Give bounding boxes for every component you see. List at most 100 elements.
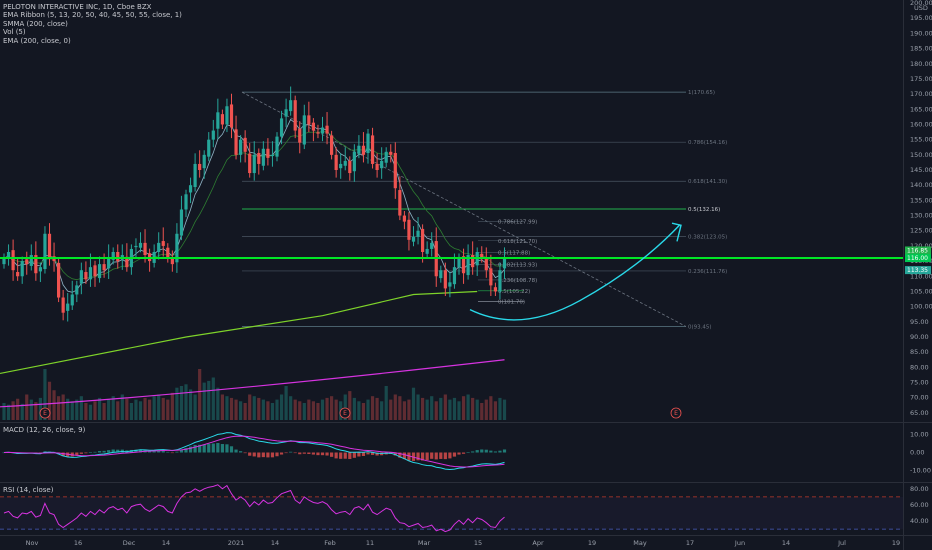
candle-body xyxy=(43,233,47,269)
macd-histogram-bar xyxy=(352,452,356,458)
candle-body xyxy=(416,230,420,237)
volume-bar xyxy=(243,403,247,420)
volume-bar xyxy=(66,398,70,420)
macd-histogram-bar xyxy=(252,452,256,457)
candle-body xyxy=(125,256,129,268)
fib-trend-line xyxy=(241,91,687,327)
macd-pane: 10.00 0.00 -10.00 xyxy=(2,431,931,474)
volume-bar xyxy=(261,399,265,420)
indicator-volume[interactable]: Vol (5) xyxy=(3,28,26,37)
price-tick-label: 175.00 xyxy=(910,75,932,83)
macd-histogram-bar xyxy=(425,452,429,461)
macd-histogram-bar xyxy=(111,449,115,453)
macd-histogram-bar xyxy=(311,452,315,455)
price-tick-label: 80.00 xyxy=(910,363,929,371)
candle-body xyxy=(361,145,366,155)
volume-bar xyxy=(461,396,466,420)
indicator-ema200[interactable]: EMA (200, close, 0) xyxy=(3,36,71,45)
candle-body xyxy=(193,163,197,188)
candle-body xyxy=(430,242,434,249)
price-tick-label: 195.00 xyxy=(910,14,932,22)
candle-body xyxy=(188,185,193,193)
macd-histogram-bar xyxy=(84,452,88,454)
candle-body xyxy=(97,264,102,279)
macd-histogram-bar xyxy=(289,451,293,453)
volume-bar xyxy=(161,397,165,420)
macd-histogram-bar xyxy=(457,452,461,455)
candle-body xyxy=(16,272,20,277)
time-tick-label: 14 xyxy=(271,539,279,547)
volume-bar xyxy=(102,403,106,420)
macd-histogram-bar xyxy=(498,450,502,453)
macd-histogram-bar xyxy=(211,443,215,453)
price-tick-label: 120.00 xyxy=(910,242,932,250)
volume-bar xyxy=(125,398,129,420)
macd-label[interactable]: MACD (12, 26, close, 9) xyxy=(3,426,86,434)
candle-body xyxy=(207,139,211,157)
fibonacci-retracement[interactable]: 1(170.65) 0.786(154.16) 0.618(141.30) 0.5(1… xyxy=(241,90,727,331)
volume-bar xyxy=(248,394,252,420)
macd-histogram-bar xyxy=(448,452,452,459)
volume-bar xyxy=(29,399,33,420)
volume-bar xyxy=(216,387,220,420)
candle-body xyxy=(502,258,507,269)
candle-body xyxy=(411,236,416,242)
macd-histogram-bar xyxy=(334,452,338,459)
volume-bar xyxy=(425,399,429,420)
candle-body xyxy=(311,122,315,131)
drawings[interactable] xyxy=(0,222,903,321)
macd-histogram-bar xyxy=(471,451,475,453)
volume-bar xyxy=(311,401,315,420)
fibonacci-retracement-small[interactable]: 0.786(127.99) 0.618(121.70) 0.5(117.88) 0.3… xyxy=(478,220,537,306)
candlesticks xyxy=(2,86,507,322)
macd-histogram-bar xyxy=(193,445,197,453)
volume-bar xyxy=(325,397,329,420)
volume-bar xyxy=(330,396,334,420)
candle-body xyxy=(325,125,329,134)
candle-body xyxy=(66,303,70,311)
volume-bar xyxy=(270,403,275,420)
volume-bar xyxy=(198,369,202,420)
macd-histogram-bar xyxy=(370,452,375,455)
candle-body xyxy=(461,256,466,274)
forecast-arrow xyxy=(469,224,681,321)
rsi-tick-label: 40.00 xyxy=(910,517,929,525)
macd-histogram-bar xyxy=(166,451,170,453)
volume-bar xyxy=(366,399,370,420)
price-tick-label: 90.00 xyxy=(910,333,929,341)
candle-body xyxy=(170,258,174,265)
candle-body xyxy=(47,233,52,259)
volume-bar xyxy=(421,397,425,420)
time-tick-label: Nov xyxy=(26,539,39,547)
macd-histogram-bar xyxy=(307,452,311,455)
candle-body xyxy=(257,153,261,164)
indicator-smma[interactable]: SMMA (200, close) xyxy=(3,19,68,28)
volume-bar xyxy=(357,401,361,420)
macd-histogram-bar xyxy=(257,452,261,458)
candle-body xyxy=(93,265,97,277)
volume-bar xyxy=(411,387,416,420)
volume-bar xyxy=(211,377,215,420)
macd-histogram-bar xyxy=(480,449,484,453)
macd-histogram-bar xyxy=(343,452,347,459)
volume-bar xyxy=(234,399,238,420)
volume-bar xyxy=(361,403,366,420)
volume-bar xyxy=(289,396,293,420)
candle-body xyxy=(425,248,429,254)
volume-bar xyxy=(111,396,115,420)
macd-histogram-bar xyxy=(357,452,361,457)
fib-level-label: 1(170.65) xyxy=(688,90,715,96)
candle-body xyxy=(484,258,488,271)
candle-body xyxy=(402,215,406,222)
volume-bar xyxy=(52,390,56,420)
macd-histogram-bar xyxy=(261,452,265,458)
price-tick-label: 100.00 xyxy=(910,303,932,311)
volume-bar xyxy=(157,394,161,420)
volume-bar xyxy=(61,394,65,420)
volume-bar xyxy=(225,396,229,420)
candle-body xyxy=(330,135,334,155)
indicator-ema-ribbon[interactable]: EMA Ribbon (5, 13, 20, 50, 40, 45, 50, 5… xyxy=(3,11,182,20)
rsi-label[interactable]: RSI (14, close) xyxy=(3,486,54,494)
